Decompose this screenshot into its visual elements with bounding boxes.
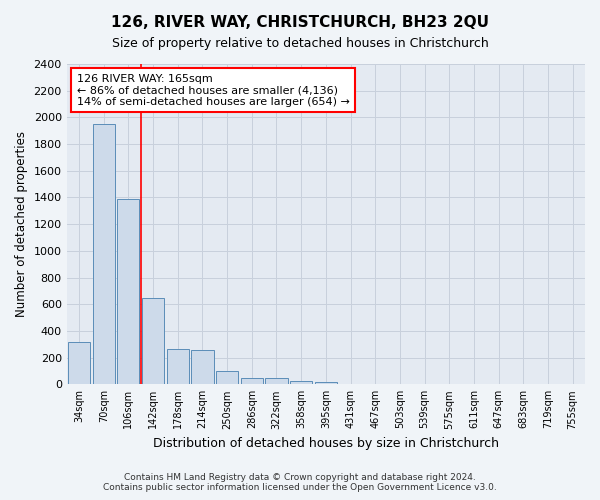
Text: 126, RIVER WAY, CHRISTCHURCH, BH23 2QU: 126, RIVER WAY, CHRISTCHURCH, BH23 2QU bbox=[111, 15, 489, 30]
Bar bbox=[216, 371, 238, 384]
Bar bbox=[191, 350, 214, 384]
Text: 126 RIVER WAY: 165sqm
← 86% of detached houses are smaller (4,136)
14% of semi-d: 126 RIVER WAY: 165sqm ← 86% of detached … bbox=[77, 74, 350, 107]
Text: Contains HM Land Registry data © Crown copyright and database right 2024.
Contai: Contains HM Land Registry data © Crown c… bbox=[103, 473, 497, 492]
Bar bbox=[315, 382, 337, 384]
Bar bbox=[290, 381, 312, 384]
Bar bbox=[167, 349, 189, 384]
Bar bbox=[265, 378, 287, 384]
X-axis label: Distribution of detached houses by size in Christchurch: Distribution of detached houses by size … bbox=[153, 437, 499, 450]
Bar bbox=[241, 378, 263, 384]
Bar bbox=[68, 342, 90, 384]
Text: Size of property relative to detached houses in Christchurch: Size of property relative to detached ho… bbox=[112, 38, 488, 51]
Bar bbox=[92, 124, 115, 384]
Bar bbox=[142, 298, 164, 384]
Bar bbox=[117, 199, 139, 384]
Y-axis label: Number of detached properties: Number of detached properties bbox=[15, 131, 28, 317]
